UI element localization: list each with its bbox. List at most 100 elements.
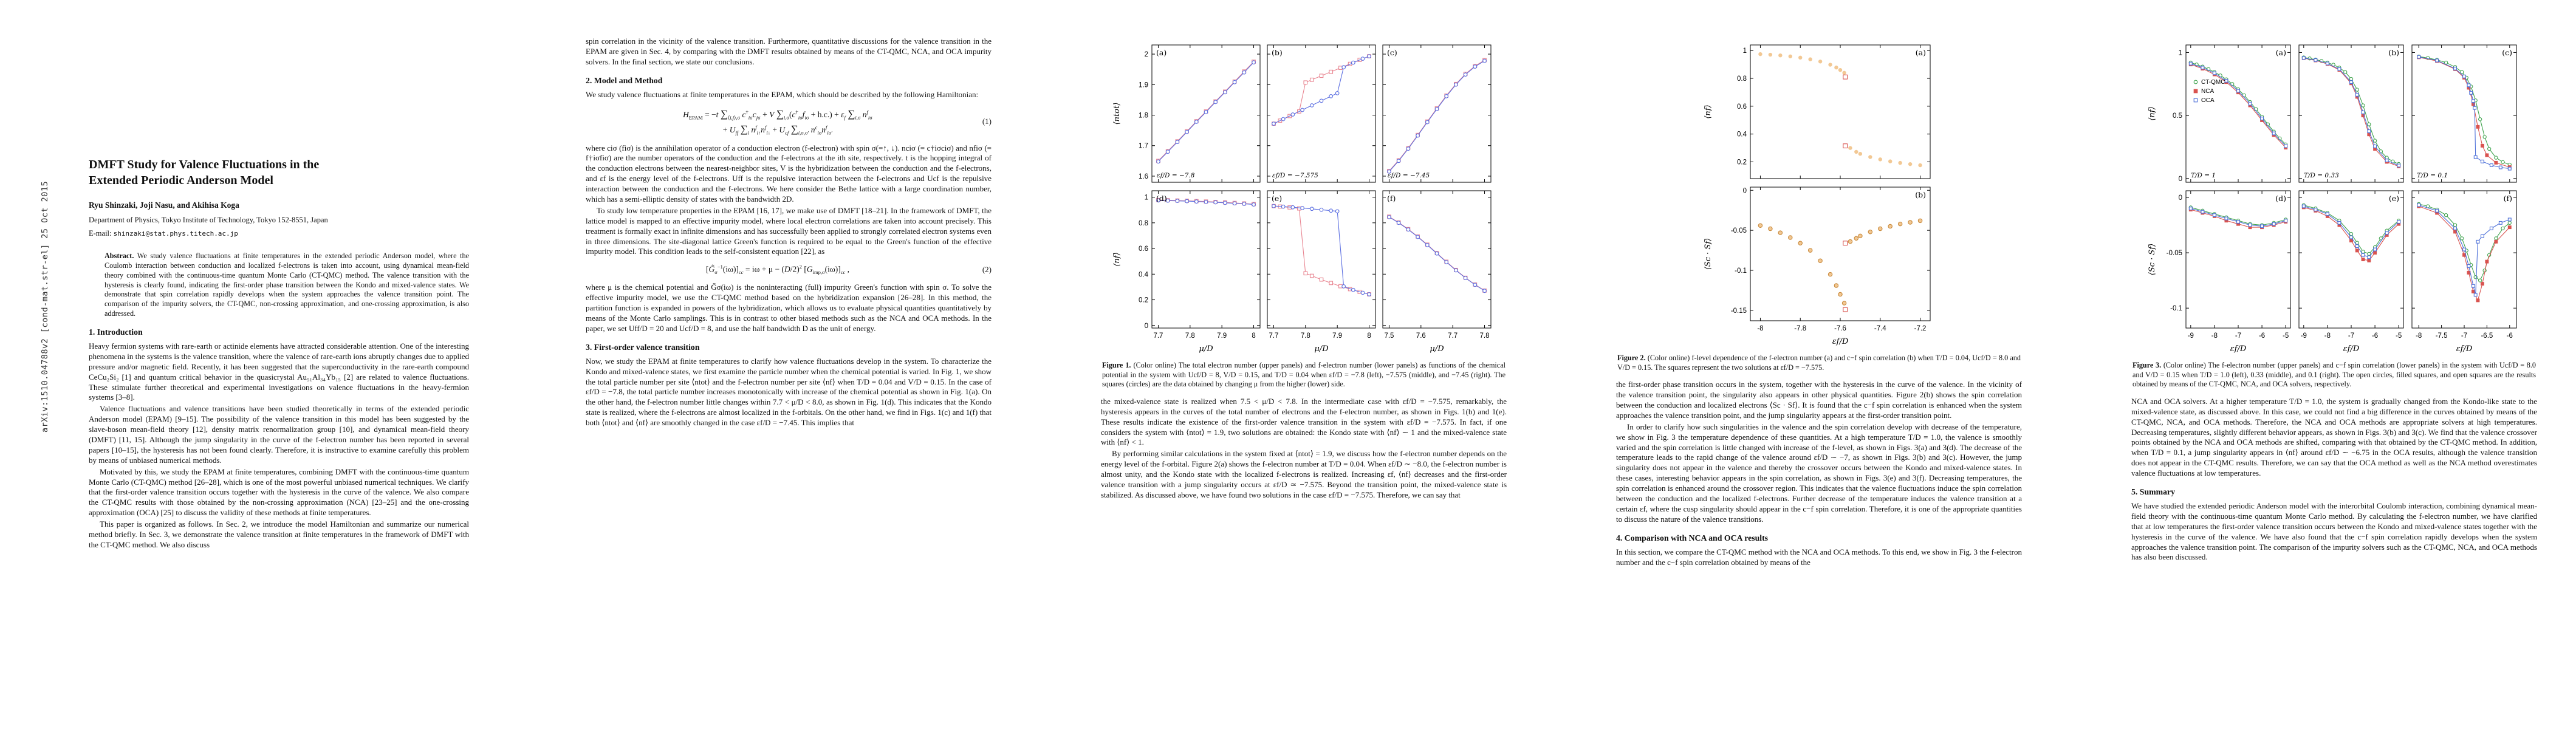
- abstract: Abstract. We study valence fluctuations …: [104, 252, 469, 319]
- svg-text:-7.5: -7.5: [2436, 332, 2448, 340]
- intro-paragraph: Heavy fermion systems with rare-earth or…: [89, 341, 469, 402]
- figure-2-plot: 0.2 0.4 0.6 0.8 1 (a) -8 -7.8 -7.6 -7.4 -7.2 0 -0.05…: [1704, 44, 1931, 346]
- authors: Ryu Shinzaki, Joji Nasu, and Akihisa Kog…: [89, 200, 239, 210]
- svg-text:(b): (b): [1915, 190, 1926, 199]
- equation-1: HEPAM = −t ∑⟨i,j⟩,σ c†iσcjσ + V ∑i,σ(c†i…: [586, 106, 992, 137]
- svg-text:OCA: OCA: [2201, 97, 2215, 104]
- svg-text:-7.6: -7.6: [1834, 325, 1846, 332]
- svg-text:8: 8: [1252, 332, 1255, 340]
- svg-text:1: 1: [1743, 47, 1747, 55]
- equation-1-body: HEPAM = −t ∑⟨i,j⟩,σ c†iσcjσ + V ∑i,σ(c†i…: [586, 106, 970, 137]
- section-5-heading: 5. Summary: [2131, 487, 2176, 496]
- page-4: 0.2 0.4 0.6 0.8 1 (a) -8 -7.8 -7.6 -7.4 -7.2 0 -0.05…: [1546, 0, 2061, 729]
- svg-text:7.8: 7.8: [1185, 332, 1195, 340]
- svg-text:T/D = 0.33: T/D = 0.33: [2304, 172, 2339, 179]
- intro-paragraph: Valence fluctuations and valence transit…: [89, 404, 469, 465]
- svg-text:-0.15: -0.15: [1731, 307, 1747, 315]
- svg-text:1.9: 1.9: [1139, 81, 1148, 89]
- valence-paragraph: Now, we study the EPAM at finite tempera…: [586, 356, 992, 428]
- svg-text:εf/D = −7.8: εf/D = −7.8: [1157, 172, 1195, 179]
- figure-1-caption-text: (Color online) The total electron number…: [1102, 361, 1506, 389]
- svg-text:0: 0: [2179, 194, 2182, 202]
- svg-text:-6: -6: [2507, 332, 2513, 340]
- title-line-1: DMFT Study for Valence Fluctuations in t…: [89, 158, 320, 171]
- equation-2-number: (2): [982, 265, 992, 275]
- svg-text:0.6: 0.6: [1737, 103, 1747, 111]
- svg-text:εf/D = −7.575: εf/D = −7.575: [1272, 172, 1318, 179]
- svg-text:μ/D: μ/D: [1314, 344, 1329, 354]
- section-2-heading: 2. Model and Method: [586, 75, 663, 85]
- svg-text:-0.05: -0.05: [2167, 250, 2182, 257]
- svg-text:εf/D: εf/D: [2230, 344, 2247, 354]
- svg-text:-9: -9: [2301, 332, 2307, 340]
- figure-3: 0 0.5 1 (a) T/D = 1 CT-QMC NCA OCA (b) T/D = 0.33…: [2131, 36, 2537, 355]
- svg-text:-7.2: -7.2: [1914, 325, 1927, 332]
- svg-text:1.7: 1.7: [1139, 143, 1148, 150]
- model-where: where ciσ (fiσ) is the annihilation oper…: [586, 143, 992, 204]
- svg-text:7.9: 7.9: [1332, 332, 1342, 340]
- svg-text:⟨ntot⟩: ⟨ntot⟩: [1112, 103, 1122, 125]
- svg-text:εf/D: εf/D: [2343, 344, 2360, 354]
- svg-text:-8: -8: [2211, 332, 2218, 340]
- svg-text:0.4: 0.4: [1737, 131, 1747, 139]
- svg-text:7.7: 7.7: [1448, 332, 1458, 340]
- svg-text:-7: -7: [2235, 332, 2241, 340]
- svg-text:0: 0: [1743, 187, 1747, 194]
- svg-text:T/D = 1: T/D = 1: [2191, 172, 2216, 179]
- svg-text:εf/D: εf/D: [1832, 337, 1849, 346]
- svg-text:-0.1: -0.1: [2170, 305, 2182, 312]
- figure-2-label: Figure 2.: [1617, 354, 1646, 362]
- svg-text:1: 1: [2179, 49, 2182, 56]
- section-4-heading: 4. Comparison with NCA and OCA results: [1616, 533, 1769, 542]
- svg-text:εf/D = −7.45: εf/D = −7.45: [1388, 172, 1430, 179]
- body-paragraph: In order to clarify how such singulariti…: [1616, 422, 2022, 524]
- figure-2-caption: Figure 2. (Color online) f-level depende…: [1617, 354, 2021, 372]
- svg-text:(b): (b): [2388, 48, 2399, 57]
- model-intro: We study valence fluctuations at finite …: [586, 89, 979, 99]
- figure-1: 1.6 1.7 1.8 1.9 2 (a) εf/D = −7.8 (b) εf/D = −7.…: [1101, 36, 1507, 355]
- equation-2: [G̃σ−1(iω)]cc = iω + μ − (D/2)2 [Gimp,σ(…: [586, 263, 992, 276]
- dmft-paragraph: To study low temperature properties in t…: [586, 205, 992, 256]
- intro-paragraph: This paper is organized as follows. In S…: [89, 519, 469, 549]
- svg-text:1.8: 1.8: [1139, 112, 1148, 120]
- figure-1-plot: 1.6 1.7 1.8 1.9 2 (a) εf/D = −7.8 (b) εf/D = −7.…: [1112, 44, 1492, 354]
- svg-text:-6: -6: [2259, 332, 2265, 340]
- figure-1-caption: Figure 1. (Color online) The total elect…: [1102, 361, 1506, 389]
- svg-text:0: 0: [1145, 323, 1148, 330]
- svg-text:0.8: 0.8: [1139, 220, 1148, 227]
- svg-text:(d): (d): [2275, 194, 2286, 203]
- section-1-heading: 1. Introduction: [89, 327, 143, 337]
- svg-text:-9: -9: [2188, 332, 2194, 340]
- svg-text:1: 1: [1145, 194, 1148, 202]
- svg-text:7.7: 7.7: [1269, 332, 1278, 340]
- abstract-label: Abstract.: [104, 252, 134, 260]
- svg-text:(f): (f): [2504, 194, 2512, 203]
- svg-text:0.2: 0.2: [1139, 297, 1148, 304]
- affiliation: Department of Physics, Tokyo Institute o…: [89, 216, 328, 224]
- page-3: 1.6 1.7 1.8 1.9 2 (a) εf/D = −7.8 (b) εf/D = −7.…: [1030, 0, 1546, 729]
- svg-text:7.5: 7.5: [1384, 332, 1394, 340]
- svg-text:⟨nf⟩: ⟨nf⟩: [1704, 104, 1713, 118]
- svg-text:(d): (d): [1156, 194, 1167, 203]
- intro-continuation: spin correlation in the vicinity of the …: [586, 36, 992, 66]
- method-paragraph: where μ is the chemical potential and G̃…: [586, 282, 992, 333]
- svg-text:-8: -8: [2324, 332, 2331, 340]
- body-paragraph: the mixed-valence state is realized when…: [1101, 396, 1507, 447]
- svg-text:T/D = 0.1: T/D = 0.1: [2417, 172, 2448, 179]
- svg-text:2: 2: [1145, 51, 1148, 58]
- svg-text:(a): (a): [1916, 48, 1926, 57]
- body-paragraph: the first-order phase transition occurs …: [1616, 380, 2022, 420]
- page-5: 0 0.5 1 (a) T/D = 1 CT-QMC NCA OCA (b) T/D = 0.33…: [2061, 0, 2576, 729]
- page-title: DMFT Study for Valence Fluctuations in t…: [89, 157, 469, 188]
- figure-2-caption-text: (Color online) f-level dependence of the…: [1617, 354, 2021, 372]
- figure-3-label: Figure 3.: [2132, 361, 2162, 369]
- body-paragraph: By performing similar calculations in th…: [1101, 449, 1507, 499]
- svg-text:-0.1: -0.1: [1735, 267, 1747, 275]
- svg-text:-6.5: -6.5: [2481, 332, 2493, 340]
- svg-text:-5: -5: [2283, 332, 2289, 340]
- svg-text:-7: -7: [2461, 332, 2467, 340]
- svg-text:(f): (f): [1387, 194, 1396, 203]
- email-label: E-mail:: [89, 229, 112, 238]
- svg-text:0.2: 0.2: [1737, 159, 1747, 166]
